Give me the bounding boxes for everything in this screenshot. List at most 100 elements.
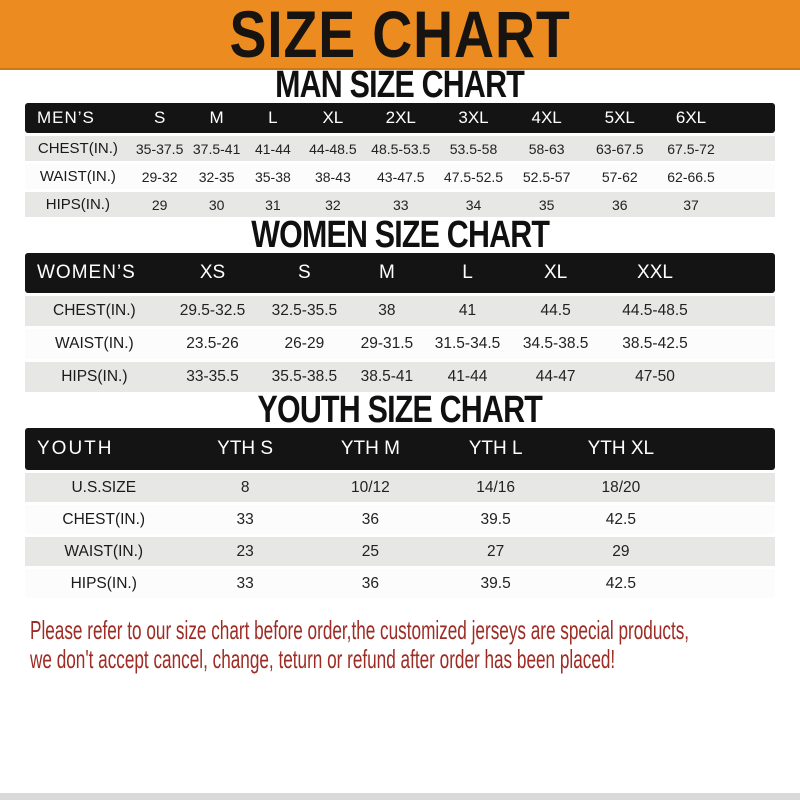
size-value-cell: 35-38 [244,164,301,189]
row-label: WAIST(IN.) [25,164,131,189]
table-group-label: YOUTH [25,428,183,470]
row-filler [683,537,775,566]
size-value-cell: 42.5 [558,505,684,534]
row-label: HIPS(IN.) [25,569,183,598]
size-value-cell: 14/16 [433,473,559,502]
size-value-cell: 33 [182,505,308,534]
women-size-chart-heading-text: WOMEN SIZE CHART [251,214,550,256]
men-size-table: MEN’S S M L XL 2XL 3XL 4XL 5XL 6XL CHEST(IN.) 35-37… [25,100,775,220]
header-filler [707,253,775,293]
size-value-cell: 47.5-52.5 [436,164,511,189]
table-group-label: MEN’S [25,103,131,133]
size-value-cell: 48.5-53.5 [364,136,437,161]
size-value-cell: 36 [307,569,433,598]
youth-size-table: YOUTH YTH S YTH M YTH L YTH XL U.S.SIZE 8 10/12… [25,425,775,601]
women-size-chart-section: WOMEN SIZE CHART WOMEN’S XS S M L XL XXL CHEST(… [0,214,800,395]
size-value-cell: 30 [188,192,245,217]
size-column-header: 4XL [510,103,583,133]
size-column-header: XL [508,253,603,293]
footer-note: Please refer to our size chart before or… [0,616,800,674]
size-value-cell: 57-62 [583,164,657,189]
row-label: CHEST(IN.) [25,505,183,534]
page-title-text: SIZE CHART [229,0,571,71]
measurement-row: WAIST(IN.) 23.5-26 26-29 29-31.5 31.5-34.5 34… [25,329,775,359]
size-value-cell: 62-66.5 [656,164,726,189]
size-value-cell: 29 [558,537,684,566]
size-value-cell: 31 [244,192,301,217]
size-header-bar: YOUTH YTH S YTH M YTH L YTH XL [25,428,775,470]
size-value-cell: 36 [307,505,433,534]
size-value-cell: 32-35 [188,164,245,189]
size-value-cell: 23 [182,537,308,566]
size-column-header: 2XL [364,103,437,133]
size-value-cell: 33 [364,192,437,217]
size-column-header: XXL [602,253,708,293]
size-column-header: YTH L [433,428,559,470]
size-column-header: YTH M [307,428,433,470]
row-filler [707,362,775,392]
size-value-cell: 38 [347,296,427,326]
size-value-cell: 34 [436,192,511,217]
size-column-header: XL [301,103,365,133]
size-chart-banner: SIZE CHART [0,0,800,70]
measurement-row: CHEST(IN.) 35-37.5 37.5-41 41-44 44-48.5 48.5… [25,136,775,161]
size-value-cell: 23.5-26 [163,329,262,359]
size-column-header: L [244,103,301,133]
measurement-row: WAIST(IN.) 23 25 27 29 [25,537,775,566]
size-value-cell: 41 [426,296,509,326]
size-column-header: 6XL [656,103,726,133]
measurement-row: HIPS(IN.) 33-35.5 35.5-38.5 38.5-41 41-44 44-… [25,362,775,392]
size-value-cell: 38.5-41 [347,362,427,392]
size-header-bar: WOMEN’S XS S M L XL XXL [25,253,775,293]
size-value-cell: 31.5-34.5 [426,329,509,359]
size-value-cell: 44-48.5 [301,136,365,161]
row-label: U.S.SIZE [25,473,183,502]
youth-size-chart-heading-text: YOUTH SIZE CHART [257,389,543,431]
size-value-cell: 53.5-58 [436,136,511,161]
size-value-cell: 10/12 [307,473,433,502]
size-value-cell: 44-47 [508,362,603,392]
size-value-cell: 42.5 [558,569,684,598]
measurement-row: CHEST(IN.) 29.5-32.5 32.5-35.5 38 41 44.5 44.5… [25,296,775,326]
man-size-chart-heading-text: MAN SIZE CHART [275,64,526,106]
size-column-header: M [188,103,245,133]
size-value-cell: 38-43 [301,164,365,189]
size-value-cell: 32 [301,192,365,217]
size-column-header: S [130,103,189,133]
size-value-cell: 32.5-35.5 [261,296,348,326]
header-filler [725,103,775,133]
page-title: SIZE CHART [197,0,603,69]
row-label: HIPS(IN.) [25,362,164,392]
size-value-cell: 39.5 [433,505,559,534]
measurement-row: CHEST(IN.) 33 36 39.5 42.5 [25,505,775,534]
size-value-cell: 52.5-57 [510,164,583,189]
size-value-cell: 35 [510,192,583,217]
size-column-header: L [426,253,509,293]
row-filler [683,569,775,598]
size-value-cell: 29-32 [130,164,189,189]
footer-note-line-2-text: we don't accept cancel, change, teturn o… [30,644,616,674]
women-size-chart-heading: WOMEN SIZE CHART [0,214,800,256]
size-value-cell: 63-67.5 [583,136,657,161]
row-label: WAIST(IN.) [25,537,183,566]
size-value-cell: 37 [656,192,726,217]
size-value-cell: 29.5-32.5 [163,296,262,326]
footer-note-line-1: Please refer to our size chart before or… [30,616,800,645]
row-label: CHEST(IN.) [25,136,131,161]
size-value-cell: 27 [433,537,559,566]
size-column-header: 5XL [583,103,657,133]
header-filler [683,428,775,470]
measurement-row: U.S.SIZE 8 10/12 14/16 18/20 [25,473,775,502]
size-value-cell: 41-44 [426,362,509,392]
row-filler [725,136,775,161]
measurement-row: HIPS(IN.) 29 30 31 32 33 34 35 36 37 [25,192,775,217]
footer-note-line-2: we don't accept cancel, change, teturn o… [30,645,800,674]
size-column-header: YTH S [182,428,308,470]
row-filler [707,329,775,359]
size-value-cell: 39.5 [433,569,559,598]
size-value-cell: 35-37.5 [130,136,189,161]
size-column-header: YTH XL [558,428,684,470]
size-value-cell: 8 [182,473,308,502]
footer-note-line-1-text: Please refer to our size chart before or… [30,615,690,645]
size-value-cell: 33-35.5 [163,362,262,392]
